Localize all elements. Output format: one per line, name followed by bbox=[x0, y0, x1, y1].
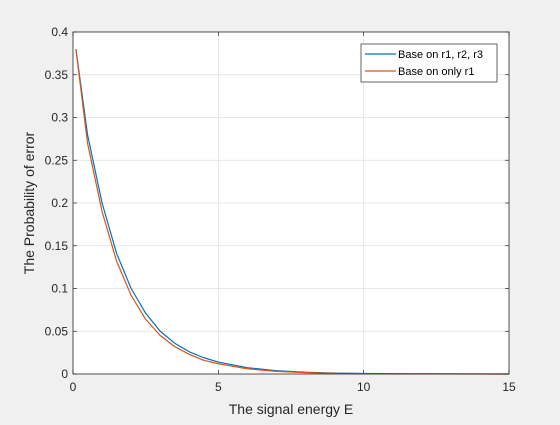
x-tick-label: 15 bbox=[502, 380, 516, 394]
y-tick-label: 0.15 bbox=[45, 239, 69, 253]
y-tick-label: 0.05 bbox=[45, 324, 69, 338]
legend-label-1: Base on r1, r2, r3 bbox=[398, 49, 483, 61]
y-tick-label: 0.1 bbox=[51, 282, 68, 296]
legend: Base on r1, r2, r3 Base on only r1 bbox=[361, 44, 497, 82]
y-tick-label: 0.25 bbox=[45, 153, 69, 167]
x-tick-label: 10 bbox=[357, 380, 371, 394]
y-tick-label: 0 bbox=[61, 367, 68, 381]
y-tick-label: 0.3 bbox=[51, 111, 68, 125]
x-axis-label: The signal energy E bbox=[229, 401, 354, 417]
x-tick-label: 0 bbox=[70, 380, 77, 394]
y-axis-label: The Probability of error bbox=[21, 131, 37, 274]
y-tick-label: 0.2 bbox=[51, 196, 68, 210]
y-tick-label: 0.35 bbox=[45, 68, 69, 82]
legend-label-2: Base on only r1 bbox=[398, 66, 474, 78]
y-tick-label: 0.4 bbox=[51, 25, 68, 39]
x-tick-label: 5 bbox=[215, 380, 222, 394]
